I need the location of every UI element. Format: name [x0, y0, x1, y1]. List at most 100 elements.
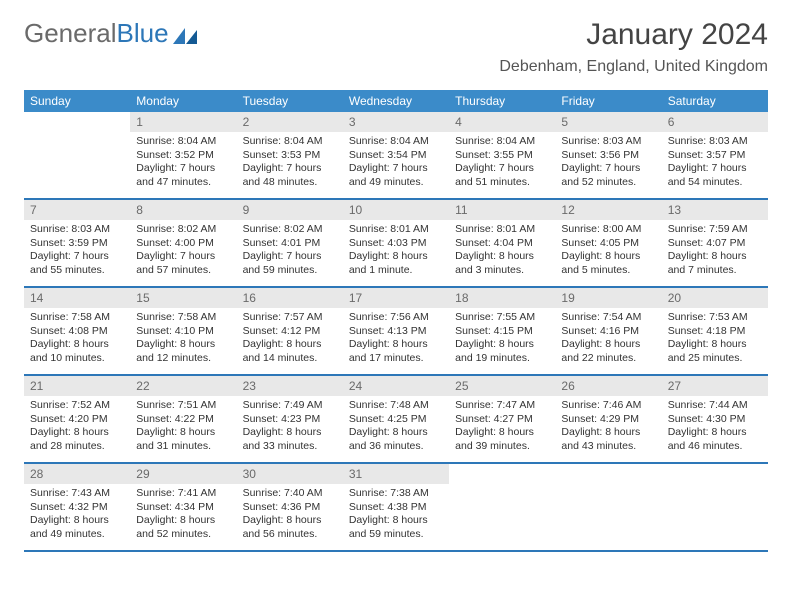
info-line: Sunrise: 7:43 AM — [30, 487, 124, 500]
day-cell — [24, 112, 130, 198]
info-line: Daylight: 8 hours — [561, 338, 655, 351]
day-number: 21 — [24, 376, 130, 396]
day-cell: 31Sunrise: 7:38 AMSunset: 4:38 PMDayligh… — [343, 464, 449, 550]
info-line: and 48 minutes. — [243, 176, 337, 189]
day-number: 6 — [662, 112, 768, 132]
day-cell: 1Sunrise: 8:04 AMSunset: 3:52 PMDaylight… — [130, 112, 236, 198]
logo-text-2: Blue — [117, 18, 169, 49]
day-info: Sunrise: 7:58 AMSunset: 4:10 PMDaylight:… — [130, 308, 236, 372]
info-line: and 3 minutes. — [455, 264, 549, 277]
info-line: and 55 minutes. — [30, 264, 124, 277]
info-line: Sunset: 4:18 PM — [668, 325, 762, 338]
info-line: Sunrise: 7:58 AM — [30, 311, 124, 324]
info-line: Sunrise: 7:56 AM — [349, 311, 443, 324]
day-info: Sunrise: 7:41 AMSunset: 4:34 PMDaylight:… — [130, 484, 236, 548]
day-cell: 19Sunrise: 7:54 AMSunset: 4:16 PMDayligh… — [555, 288, 661, 374]
info-line: Daylight: 8 hours — [455, 250, 549, 263]
info-line: Sunset: 4:29 PM — [561, 413, 655, 426]
info-line: and 22 minutes. — [561, 352, 655, 365]
day-number: 17 — [343, 288, 449, 308]
day-number: 27 — [662, 376, 768, 396]
info-line: Sunset: 4:27 PM — [455, 413, 549, 426]
day-info: Sunrise: 8:02 AMSunset: 4:01 PMDaylight:… — [237, 220, 343, 284]
day-info: Sunrise: 7:58 AMSunset: 4:08 PMDaylight:… — [24, 308, 130, 372]
day-cell: 24Sunrise: 7:48 AMSunset: 4:25 PMDayligh… — [343, 376, 449, 462]
day-info: Sunrise: 7:54 AMSunset: 4:16 PMDaylight:… — [555, 308, 661, 372]
day-cell: 26Sunrise: 7:46 AMSunset: 4:29 PMDayligh… — [555, 376, 661, 462]
day-number: 25 — [449, 376, 555, 396]
info-line: and 56 minutes. — [243, 528, 337, 541]
info-line: Sunset: 4:00 PM — [136, 237, 230, 250]
day-number: 23 — [237, 376, 343, 396]
info-line: and 36 minutes. — [349, 440, 443, 453]
info-line: Sunset: 4:08 PM — [30, 325, 124, 338]
day-info: Sunrise: 8:04 AMSunset: 3:53 PMDaylight:… — [237, 132, 343, 196]
info-line: Daylight: 8 hours — [243, 514, 337, 527]
info-line: Daylight: 7 hours — [243, 162, 337, 175]
info-line: and 52 minutes. — [561, 176, 655, 189]
day-number: 5 — [555, 112, 661, 132]
info-line: Sunrise: 7:46 AM — [561, 399, 655, 412]
day-cell: 2Sunrise: 8:04 AMSunset: 3:53 PMDaylight… — [237, 112, 343, 198]
day-cell: 25Sunrise: 7:47 AMSunset: 4:27 PMDayligh… — [449, 376, 555, 462]
info-line: Sunset: 4:12 PM — [243, 325, 337, 338]
info-line: Sunrise: 7:59 AM — [668, 223, 762, 236]
info-line: Sunrise: 8:04 AM — [455, 135, 549, 148]
info-line: Sunrise: 7:54 AM — [561, 311, 655, 324]
day-cell: 11Sunrise: 8:01 AMSunset: 4:04 PMDayligh… — [449, 200, 555, 286]
info-line: and 46 minutes. — [668, 440, 762, 453]
day-cell: 5Sunrise: 8:03 AMSunset: 3:56 PMDaylight… — [555, 112, 661, 198]
info-line: Sunset: 3:55 PM — [455, 149, 549, 162]
info-line: Sunset: 3:53 PM — [243, 149, 337, 162]
day-number: 22 — [130, 376, 236, 396]
info-line: Sunset: 4:34 PM — [136, 501, 230, 514]
info-line: and 39 minutes. — [455, 440, 549, 453]
day-cell: 14Sunrise: 7:58 AMSunset: 4:08 PMDayligh… — [24, 288, 130, 374]
day-info: Sunrise: 7:59 AMSunset: 4:07 PMDaylight:… — [662, 220, 768, 284]
logo-icon — [173, 24, 201, 44]
day-info: Sunrise: 7:46 AMSunset: 4:29 PMDaylight:… — [555, 396, 661, 460]
day-info: Sunrise: 8:03 AMSunset: 3:57 PMDaylight:… — [662, 132, 768, 196]
day-number: 30 — [237, 464, 343, 484]
info-line: Sunrise: 8:01 AM — [349, 223, 443, 236]
info-line: Daylight: 8 hours — [349, 338, 443, 351]
info-line: Sunrise: 7:49 AM — [243, 399, 337, 412]
info-line: Daylight: 8 hours — [455, 426, 549, 439]
day-number: 19 — [555, 288, 661, 308]
month-title: January 2024 — [499, 18, 768, 52]
day-cell — [449, 464, 555, 550]
day-info: Sunrise: 7:56 AMSunset: 4:13 PMDaylight:… — [343, 308, 449, 372]
logo-text-1: General — [24, 18, 117, 49]
logo: GeneralBlue — [24, 18, 201, 49]
day-info: Sunrise: 7:44 AMSunset: 4:30 PMDaylight:… — [662, 396, 768, 460]
info-line: and 57 minutes. — [136, 264, 230, 277]
info-line: Daylight: 8 hours — [136, 426, 230, 439]
day-cell: 29Sunrise: 7:41 AMSunset: 4:34 PMDayligh… — [130, 464, 236, 550]
week-row: 21Sunrise: 7:52 AMSunset: 4:20 PMDayligh… — [24, 376, 768, 464]
info-line: Sunset: 4:10 PM — [136, 325, 230, 338]
week-row: 7Sunrise: 8:03 AMSunset: 3:59 PMDaylight… — [24, 200, 768, 288]
day-cell: 13Sunrise: 7:59 AMSunset: 4:07 PMDayligh… — [662, 200, 768, 286]
info-line: Sunset: 4:25 PM — [349, 413, 443, 426]
info-line: and 5 minutes. — [561, 264, 655, 277]
info-line: Daylight: 7 hours — [668, 162, 762, 175]
info-line: Sunset: 3:59 PM — [30, 237, 124, 250]
day-header: Thursday — [449, 90, 555, 112]
day-header: Tuesday — [237, 90, 343, 112]
info-line: Daylight: 7 hours — [30, 250, 124, 263]
info-line: Daylight: 8 hours — [30, 338, 124, 351]
info-line: Sunrise: 8:00 AM — [561, 223, 655, 236]
day-info: Sunrise: 7:38 AMSunset: 4:38 PMDaylight:… — [343, 484, 449, 548]
info-line: Daylight: 8 hours — [455, 338, 549, 351]
info-line: Sunrise: 7:53 AM — [668, 311, 762, 324]
day-cell: 17Sunrise: 7:56 AMSunset: 4:13 PMDayligh… — [343, 288, 449, 374]
day-info: Sunrise: 8:04 AMSunset: 3:52 PMDaylight:… — [130, 132, 236, 196]
day-info: Sunrise: 7:48 AMSunset: 4:25 PMDaylight:… — [343, 396, 449, 460]
day-cell: 22Sunrise: 7:51 AMSunset: 4:22 PMDayligh… — [130, 376, 236, 462]
day-info: Sunrise: 8:03 AMSunset: 3:56 PMDaylight:… — [555, 132, 661, 196]
day-info: Sunrise: 7:52 AMSunset: 4:20 PMDaylight:… — [24, 396, 130, 460]
info-line: Daylight: 8 hours — [349, 426, 443, 439]
day-number: 2 — [237, 112, 343, 132]
info-line: and 49 minutes. — [349, 176, 443, 189]
info-line: and 52 minutes. — [136, 528, 230, 541]
